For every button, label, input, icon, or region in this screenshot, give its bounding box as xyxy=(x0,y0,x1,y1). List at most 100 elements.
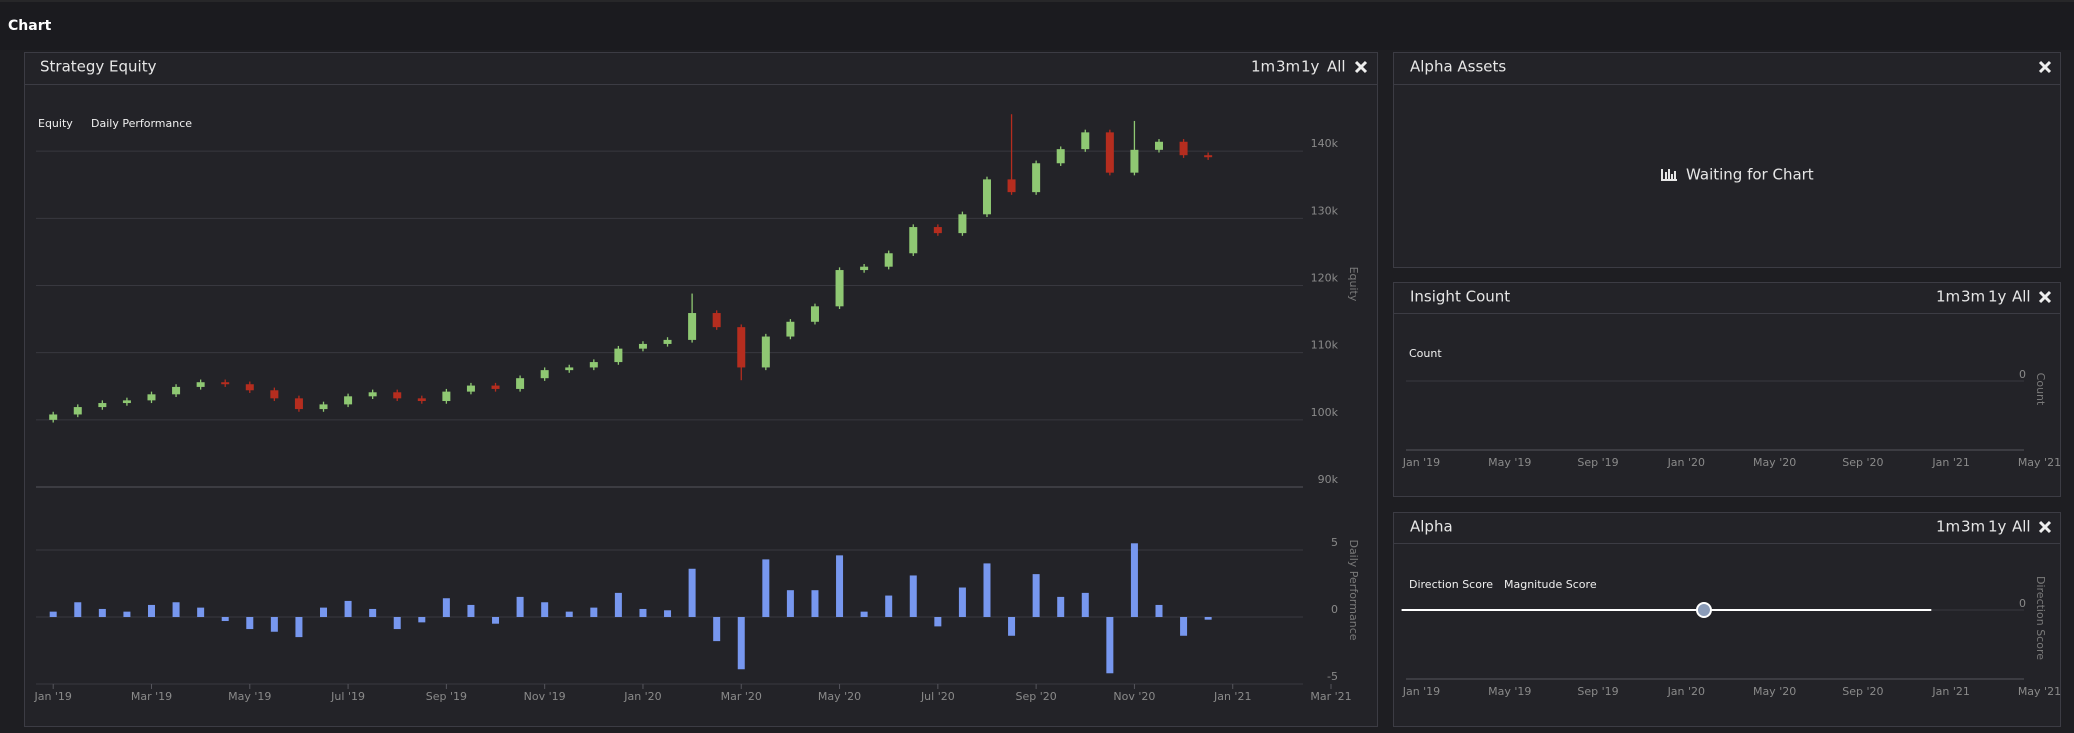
x-tick-label: Jul '19 xyxy=(330,690,365,703)
bar xyxy=(860,611,868,617)
range-button[interactable]: 1y xyxy=(1988,518,2007,536)
candle-body xyxy=(294,398,303,410)
panel xyxy=(24,52,1378,727)
bar xyxy=(467,604,475,617)
bar xyxy=(811,590,819,617)
x-tick-label: May '21 xyxy=(2018,685,2061,698)
bar xyxy=(1032,574,1040,617)
candle-body xyxy=(49,414,58,420)
candle-body xyxy=(491,385,500,389)
bar xyxy=(246,617,254,630)
range-button[interactable]: 1m xyxy=(1936,288,1960,306)
candle-body xyxy=(638,343,647,349)
bar xyxy=(1155,604,1163,617)
bar xyxy=(147,604,155,617)
panel-title: Insight Count xyxy=(1410,288,1510,306)
bar xyxy=(786,590,794,617)
close-button[interactable] xyxy=(2038,520,2052,534)
y-tick-label: 0 xyxy=(2019,368,2026,381)
x-tick-label: Jul '20 xyxy=(920,690,955,703)
y-tick-label: 0 xyxy=(2019,597,2026,610)
candle-body xyxy=(73,407,82,415)
bar xyxy=(1057,596,1065,617)
candle-body xyxy=(147,394,156,401)
bar xyxy=(369,608,377,617)
y-tick-label: 120k xyxy=(1311,272,1339,285)
bar xyxy=(836,555,844,617)
bar xyxy=(492,617,500,624)
x-tick-label: May '20 xyxy=(1753,456,1796,469)
candle-body xyxy=(1204,155,1213,158)
x-tick-label: Sep '19 xyxy=(1577,685,1618,698)
bar xyxy=(393,617,401,630)
range-button[interactable]: All xyxy=(2012,288,2031,306)
bar xyxy=(197,607,205,617)
y-tick-label: -5 xyxy=(1327,670,1338,683)
bar xyxy=(934,617,942,627)
candle-body xyxy=(122,400,131,404)
candle-body xyxy=(982,179,991,215)
candle-body xyxy=(245,384,254,391)
y-axis-label: Daily Performance xyxy=(1347,539,1360,640)
range-button[interactable]: All xyxy=(1327,58,1346,76)
bar xyxy=(541,602,549,617)
x-tick-label: Jan '20 xyxy=(1667,456,1705,469)
legend-item: Equity xyxy=(38,117,73,130)
x-tick-label: Jan '21 xyxy=(1931,456,1969,469)
x-tick-label: Sep '20 xyxy=(1842,456,1883,469)
candle-body xyxy=(417,398,426,402)
bar xyxy=(516,596,524,617)
legend-item: Count xyxy=(1409,347,1442,360)
bar xyxy=(295,617,303,638)
range-button[interactable]: 1y xyxy=(1988,288,2007,306)
panel xyxy=(1393,282,2061,497)
close-button[interactable] xyxy=(1354,60,1368,74)
candle-body xyxy=(712,313,721,328)
candle-body xyxy=(344,396,353,405)
y-axis-label: Equity xyxy=(1347,267,1360,302)
bar xyxy=(565,611,573,617)
y-axis-label: Direction Score xyxy=(2034,576,2047,660)
x-tick-label: Sep '20 xyxy=(1842,685,1883,698)
candle-body xyxy=(540,370,549,379)
candle-body xyxy=(860,266,869,271)
y-tick-label: 140k xyxy=(1311,137,1339,150)
candle-body xyxy=(393,392,402,399)
candle-body xyxy=(221,382,230,385)
y-tick-label: 90k xyxy=(1318,473,1339,486)
x-tick-label: Mar '19 xyxy=(131,690,172,703)
range-button[interactable]: 3m xyxy=(1961,288,1985,306)
bar xyxy=(123,611,131,617)
range-button[interactable]: 1m xyxy=(1251,58,1275,76)
x-tick-label: May '19 xyxy=(1488,456,1531,469)
bar xyxy=(688,568,696,617)
range-button[interactable]: 1y xyxy=(1301,58,1320,76)
x-tick-label: Nov '20 xyxy=(1113,690,1155,703)
x-tick-label: Jan '19 xyxy=(33,690,71,703)
chart-icon xyxy=(1661,169,1677,181)
close-button[interactable] xyxy=(2038,290,2052,304)
range-button[interactable]: 3m xyxy=(1276,58,1300,76)
status-message: Waiting for Chart xyxy=(1686,166,1814,184)
bar xyxy=(320,607,328,617)
candle-body xyxy=(368,392,377,397)
legend-item: Magnitude Score xyxy=(1504,578,1597,591)
range-button[interactable]: All xyxy=(2012,518,2031,536)
x-tick-label: Nov '19 xyxy=(524,690,566,703)
bar xyxy=(1106,617,1114,674)
bar xyxy=(909,575,917,617)
y-axis-label: Count xyxy=(2034,373,2047,406)
bar xyxy=(270,617,278,632)
candle-body xyxy=(196,382,205,387)
x-tick-label: May '21 xyxy=(2018,456,2061,469)
x-tick-label: Jan '19 xyxy=(1402,685,1440,698)
bar xyxy=(1204,617,1212,620)
x-tick-label: May '20 xyxy=(818,690,861,703)
panel xyxy=(1393,512,2061,727)
range-button[interactable]: 3m xyxy=(1961,518,1985,536)
range-button[interactable]: 1m xyxy=(1936,518,1960,536)
bar xyxy=(590,607,598,617)
candle-body xyxy=(688,313,697,340)
close-button[interactable] xyxy=(2038,60,2052,74)
